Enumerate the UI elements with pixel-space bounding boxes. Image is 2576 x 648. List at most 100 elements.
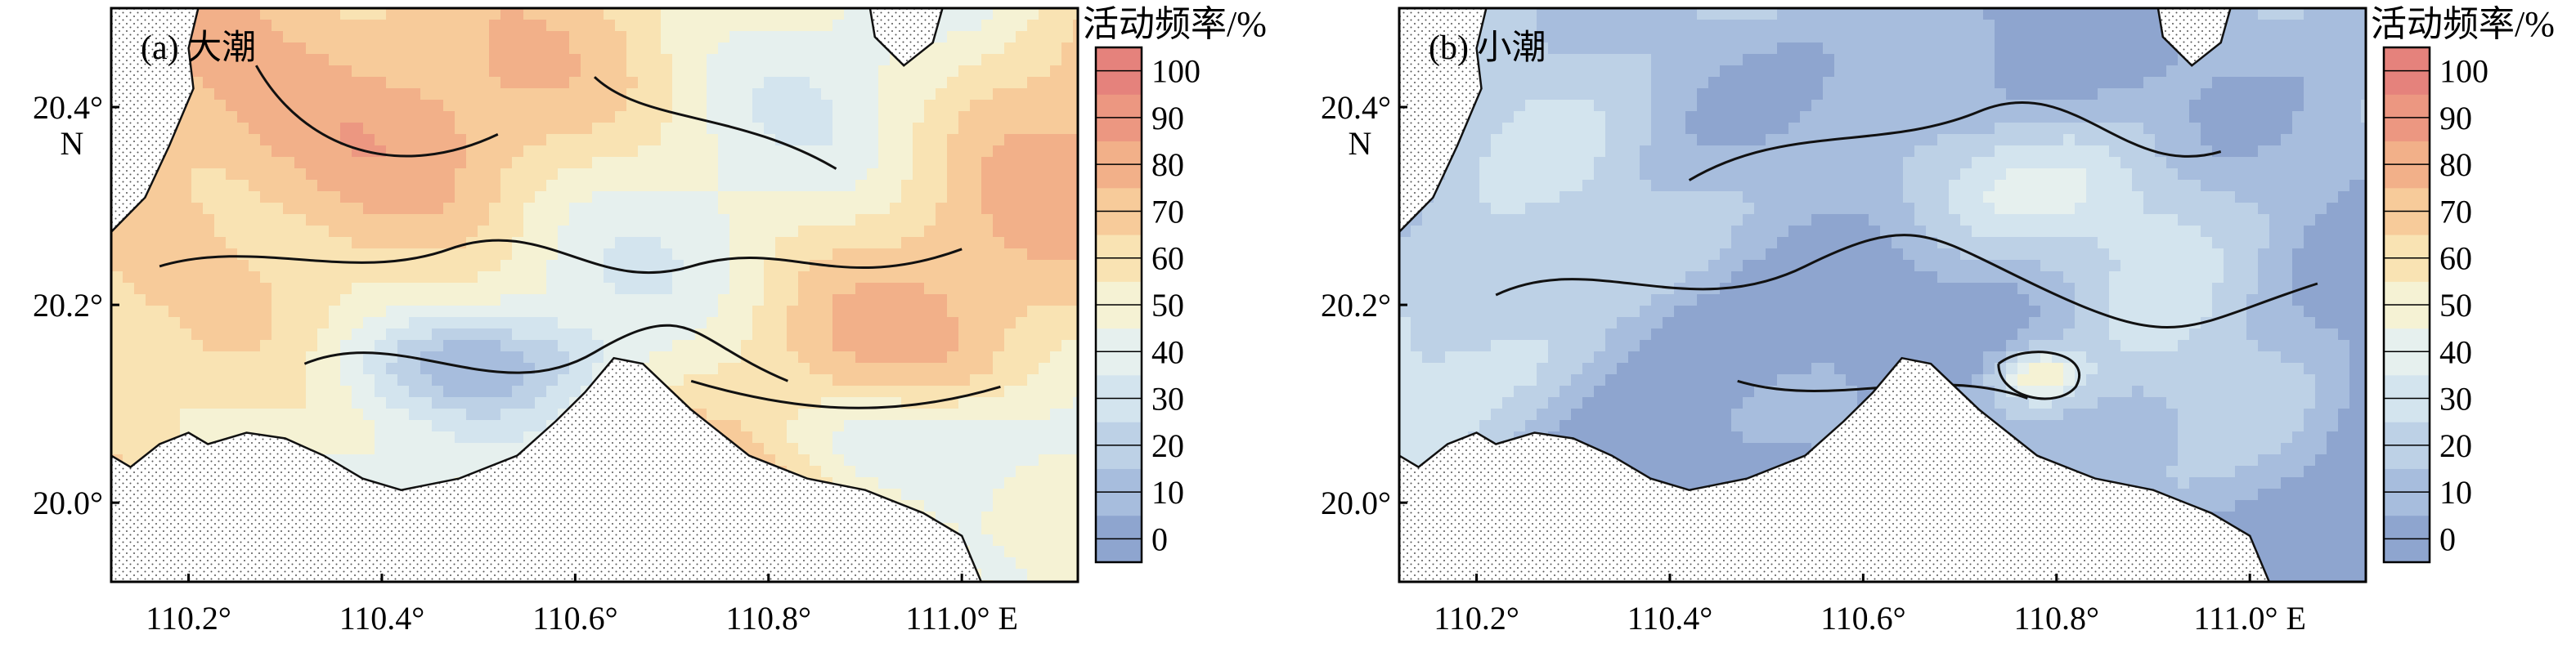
heatmap-cell — [787, 42, 799, 55]
heatmap-cell — [878, 431, 891, 444]
heatmap-cell — [684, 374, 696, 387]
heatmap-cell — [626, 168, 639, 181]
heatmap-cell — [832, 351, 845, 364]
heatmap-cell — [203, 306, 215, 318]
heatmap-cell — [329, 168, 341, 181]
heatmap-cell — [913, 477, 925, 489]
heatmap-cell — [2361, 20, 2366, 32]
heatmap-cell — [2109, 42, 2121, 55]
heatmap-cell — [592, 134, 604, 146]
heatmap-cell — [397, 454, 410, 467]
heatmap-cell — [1004, 363, 1016, 375]
heatmap-cell — [1754, 77, 1766, 89]
heatmap-cell — [203, 374, 215, 387]
heatmap-cell — [1548, 54, 1560, 66]
heatmap-cell — [1537, 31, 1549, 43]
heatmap-cell — [867, 374, 879, 387]
heatmap-cell — [649, 65, 662, 78]
heatmap-cell — [1027, 226, 1039, 238]
heatmap-cell — [718, 168, 730, 181]
heatmap-cell — [249, 20, 261, 32]
heatmap-cell — [878, 54, 891, 66]
heatmap-cell — [661, 88, 673, 101]
heatmap-cell — [947, 477, 959, 489]
heatmap-cell — [500, 409, 513, 421]
heatmap-cell — [775, 191, 788, 203]
heatmap-cell — [260, 351, 272, 364]
heatmap-cell — [981, 294, 994, 306]
heatmap-cell — [1697, 65, 1709, 78]
heatmap-cell — [661, 54, 673, 66]
heatmap-cell — [535, 386, 547, 398]
heatmap-cell — [1743, 31, 1755, 43]
heatmap-cell — [1073, 88, 1078, 101]
heatmap-cell — [707, 8, 719, 20]
heatmap-cell — [489, 443, 501, 455]
heatmap-cell — [1651, 31, 1663, 43]
heatmap-cell — [420, 31, 433, 43]
heatmap-cell — [798, 226, 810, 238]
heatmap-cell — [1777, 65, 1789, 78]
heatmap-cell — [1016, 363, 1028, 375]
heatmap-cell — [546, 294, 559, 306]
heatmap-cell — [1560, 42, 1572, 55]
heatmap-cell — [569, 306, 581, 318]
heatmap-cell — [191, 111, 204, 123]
heatmap-cell — [970, 351, 982, 364]
heatmap-cell — [1004, 512, 1016, 524]
heatmap-cell — [821, 294, 833, 306]
heatmap-cell — [958, 65, 971, 78]
heatmap-cell — [970, 77, 982, 89]
heatmap-cell — [604, 317, 616, 329]
heatmap-cell — [741, 77, 753, 89]
heatmap-cell — [317, 386, 330, 398]
colorbar-label: 100 — [1151, 53, 1200, 90]
heatmap-cell — [306, 77, 318, 89]
heatmap-cell — [397, 466, 410, 478]
heatmap-cell — [283, 77, 295, 89]
heatmap-cell — [729, 317, 742, 329]
heatmap-cell — [260, 397, 272, 409]
heatmap-cell — [741, 191, 753, 203]
heatmap-cell — [249, 180, 261, 192]
heatmap-cell — [134, 294, 146, 306]
heatmap-cell — [2338, 8, 2350, 20]
heatmap-cell — [798, 168, 810, 181]
heatmap-cell — [466, 340, 478, 352]
heatmap-cell — [844, 111, 856, 123]
heatmap-cell — [1731, 20, 1744, 32]
heatmap-cell — [1050, 523, 1062, 535]
heatmap-cell — [695, 351, 707, 364]
heatmap-cell — [523, 271, 536, 284]
heatmap-cell — [500, 340, 513, 352]
heatmap-cell — [981, 203, 994, 215]
heatmap-cell — [386, 8, 398, 20]
heatmap-cell — [1039, 569, 1051, 581]
heatmap-cell — [535, 374, 547, 387]
heatmap-cell — [146, 374, 158, 387]
heatmap-cell — [420, 431, 433, 444]
heatmap-cell — [2235, 65, 2247, 78]
heatmap-cell — [443, 168, 456, 181]
heatmap-cell — [844, 54, 856, 66]
heatmap-cell — [1674, 20, 1686, 32]
heatmap-cell — [363, 237, 375, 249]
heatmap-cell — [2040, 77, 2053, 89]
heatmap-cell — [741, 420, 753, 432]
heatmap-cell — [958, 454, 971, 467]
heatmap-cell — [981, 500, 994, 512]
heatmap-cell — [523, 31, 536, 43]
heatmap-cell — [1016, 351, 1028, 364]
heatmap-cell — [409, 157, 421, 169]
heatmap-cell — [1720, 20, 1732, 32]
heatmap-cell — [558, 203, 570, 215]
heatmap-cell — [1846, 8, 1858, 20]
heatmap-cell — [947, 54, 959, 66]
heatmap-cell — [901, 409, 913, 421]
heatmap-cell — [626, 145, 639, 158]
heatmap-cell — [1995, 77, 2007, 89]
heatmap-cell — [592, 226, 604, 238]
heatmap-cell — [146, 386, 158, 398]
heatmap-cell — [649, 271, 662, 284]
heatmap-cell — [1514, 8, 1526, 20]
